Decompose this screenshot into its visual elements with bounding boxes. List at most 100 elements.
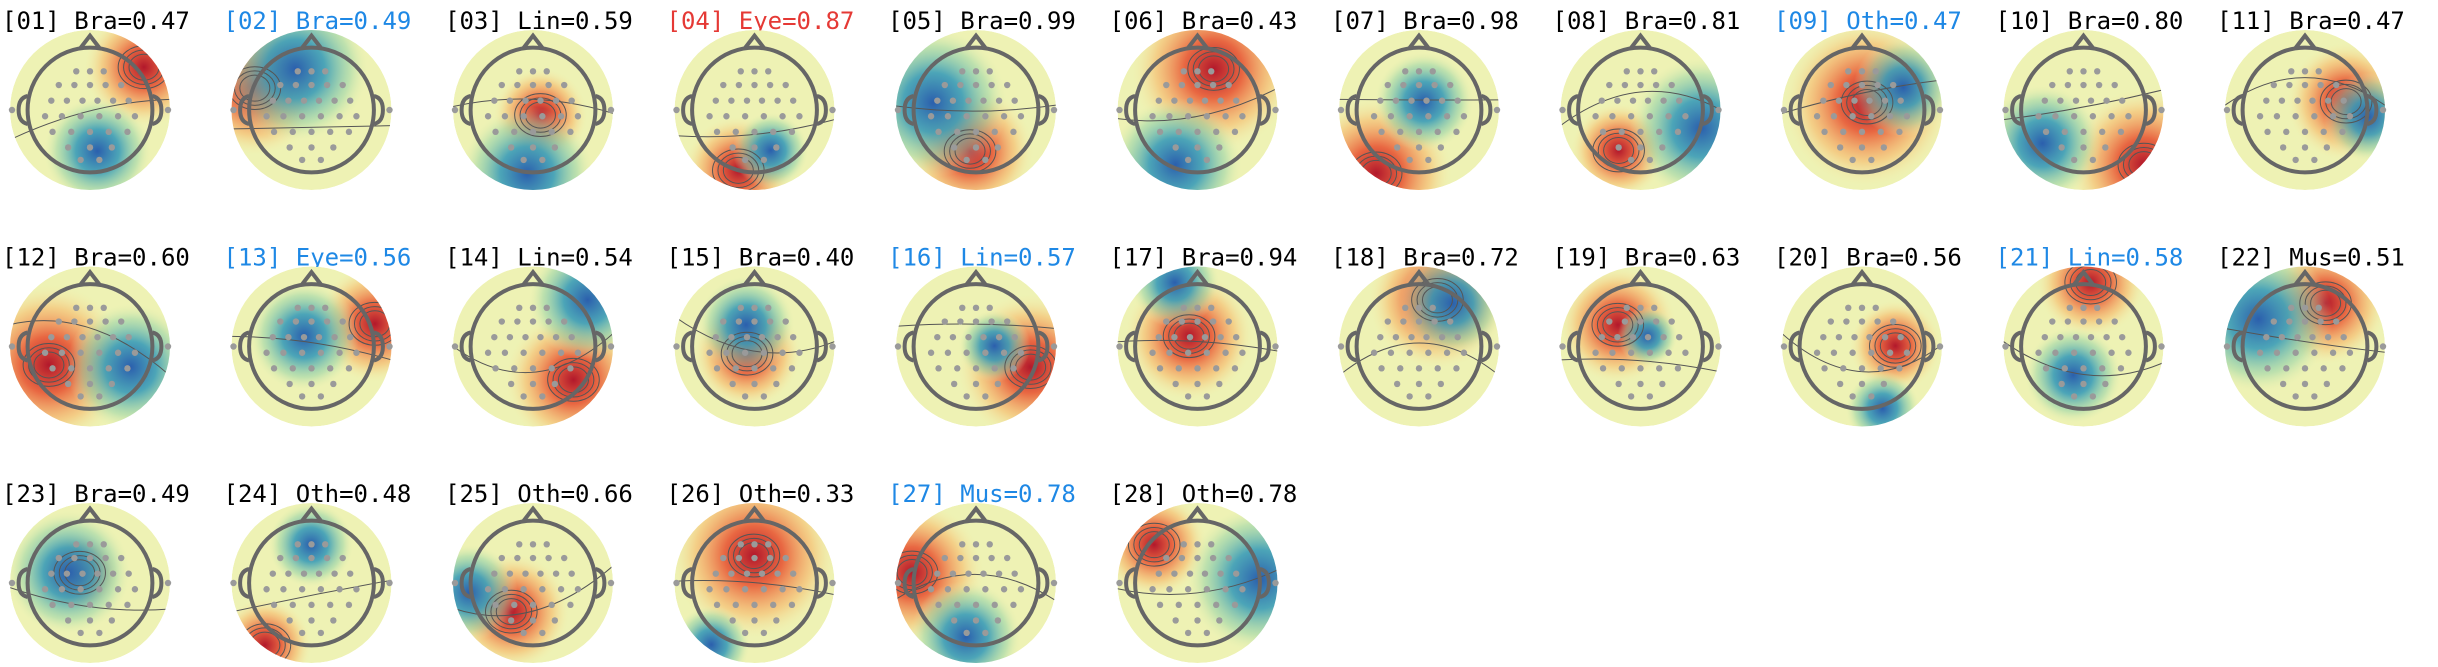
sensor [779,586,786,593]
sensor [102,554,109,562]
sensor [71,81,78,89]
sensor [1880,380,1888,388]
sensor [1425,113,1432,120]
sensor [339,318,346,325]
component-cell[interactable]: [15] Bra=0.40 [667,244,855,427]
sensor [1387,349,1395,356]
sensor [1116,579,1123,587]
component-cell[interactable]: [20] Bra=0.56 [1774,244,1962,446]
sensor [1849,156,1856,164]
sensor [520,586,527,593]
sensor [1598,97,1606,104]
sensor [1017,113,1025,120]
sensor [543,541,550,548]
sensor [2117,128,2125,136]
ear [1567,94,1579,126]
component-cell[interactable]: [27] Mus=0.78 [839,480,1076,667]
component-cell[interactable]: [05] Bra=0.99 [858,7,1076,215]
sensor [1378,128,1385,136]
sensor [1609,113,1616,120]
sensor [982,586,989,593]
sensor [935,128,942,136]
sensor [108,617,116,624]
component-cell[interactable]: [10] Bra=0.80 [1983,7,2220,241]
sensor [1208,304,1215,312]
sensor [1203,393,1211,400]
sensor [1780,343,1788,350]
sensor [972,541,980,548]
sensor [1116,106,1123,114]
component-cell[interactable]: [25] Oth=0.66 [420,480,633,667]
sensor [492,601,499,609]
sensor [386,106,393,114]
sensor [774,570,781,577]
nose [1407,268,1431,287]
sensor [972,81,980,89]
sensor [965,570,972,577]
component-cell[interactable]: [21] Lin=0.58 [1996,228,2184,427]
ear [1923,94,1936,126]
sensor [1425,393,1432,400]
sensor [1599,365,1607,372]
sensor [789,570,797,577]
component-cell[interactable]: [01] Bra=0.47 [2,7,204,206]
sensor [507,617,515,624]
component-cell[interactable]: [13] Eye=0.56 [224,244,435,427]
nose [299,505,324,523]
component-cell[interactable]: [26] Oth=0.33 [667,471,855,667]
contour [33,351,65,379]
component-cell[interactable]: [18] Bra=0.72 [1331,230,1519,427]
sensor [1840,128,1847,136]
component-cell[interactable]: [19] Bra=0.63 [1553,244,1741,427]
component-cell[interactable]: [17] Bra=0.94 [1110,238,1298,427]
component-cell[interactable]: [16] Lin=0.57 [888,244,1105,442]
component-cell[interactable]: [03] Lin=0.59 [445,7,633,240]
sensor [94,97,101,104]
sensor [751,304,758,312]
component-cell[interactable]: [08] Bra=0.81 [1553,7,1773,200]
component-cell[interactable]: [28] Oth=0.78 [1101,480,1333,663]
ear [816,330,828,363]
sensor [1644,97,1652,104]
sensor [935,365,942,372]
sensor [124,601,131,609]
component-cell[interactable]: [06] Bra=0.43 [1109,0,1297,231]
component-cell[interactable]: [23] Bra=0.49 [2,480,190,663]
component-cell[interactable]: [11] Bra=0.47 [2217,7,2413,190]
sensor [941,554,948,562]
sensor [2273,113,2281,120]
sensor [506,97,514,104]
sensor [1592,113,1599,120]
component-cell[interactable]: [02] Bra=0.49 [187,0,412,190]
sensor [1175,365,1182,372]
sensor [1660,97,1667,104]
component-cell[interactable]: [07] Bra=0.98 [1299,7,1519,250]
sensor [770,128,777,136]
component-cell[interactable]: [24] Oth=0.48 [218,480,412,667]
component-cell[interactable]: [22] Mus=0.51 [2184,241,2405,427]
sensor [1872,68,1879,75]
sensor [300,570,308,577]
sensor [1881,333,1889,341]
negative-region [66,302,170,427]
component-cell[interactable]: [12] Bra=0.60 [0,244,195,447]
sensor [55,318,62,325]
sensor [567,365,574,372]
head-outline [468,282,598,411]
sensor [789,97,797,104]
component-cell[interactable]: [09] Oth=0.47 [1774,7,1962,190]
sensor [2317,81,2324,89]
ear [1480,330,1493,363]
component-cell[interactable]: [04] Eye=0.87 [667,7,855,225]
sensor [1903,349,1911,356]
sensor [269,97,277,104]
sensor [1203,113,1211,120]
sensor [568,97,575,104]
sensor [1216,380,1223,388]
component-cell[interactable]: [14] Lin=0.54 [445,240,647,449]
sensor [774,333,781,341]
sensor [994,144,1002,151]
sensor [327,128,334,136]
contour [1603,136,1635,164]
